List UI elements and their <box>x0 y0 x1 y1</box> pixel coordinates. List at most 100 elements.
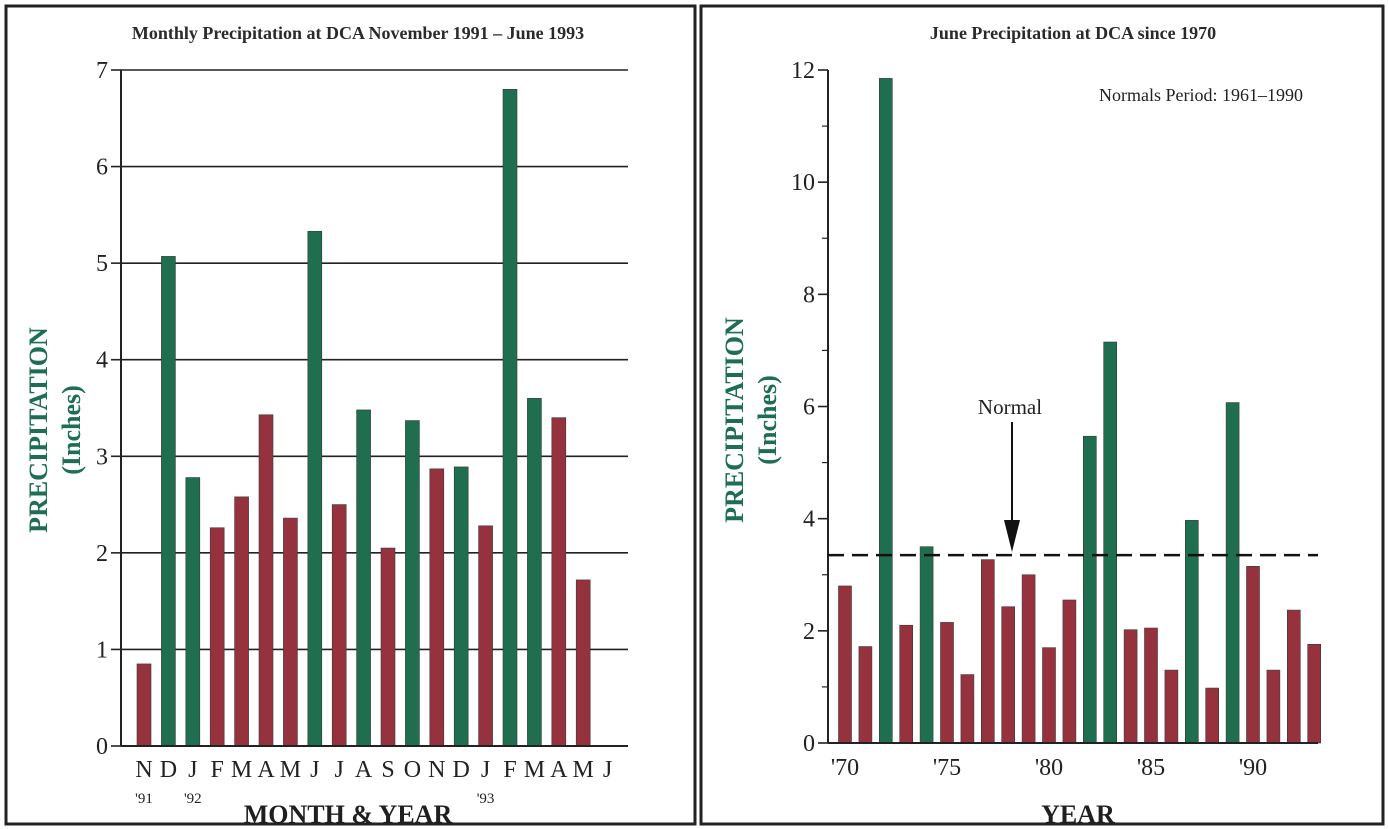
right-y-tick-label: 2 <box>803 619 815 645</box>
left-y-tick-label: 6 <box>96 155 108 181</box>
right-y-axis-label: PRECIPITATION <box>720 317 749 523</box>
right-x-tick-label: '75 <box>933 755 961 781</box>
left-x-tick-label: F <box>503 757 516 783</box>
left-x-tick-label: N <box>428 757 445 783</box>
left-panel-frame <box>4 4 697 826</box>
left-bar <box>405 420 420 747</box>
right-bar <box>1144 627 1158 744</box>
right-y-tick-label: 12 <box>791 58 815 84</box>
left-x-tick-label: J <box>188 757 197 783</box>
left-bar <box>331 504 347 747</box>
left-y-axis-label: PRECIPITATION <box>24 327 53 533</box>
left-bar <box>478 525 493 747</box>
left-year-label: '91 <box>135 791 153 807</box>
normal-arrow-head <box>1004 520 1020 552</box>
right-bar <box>1185 520 1199 744</box>
right-bar <box>960 674 975 744</box>
right-panel-frame <box>699 4 1385 826</box>
left-axes <box>120 70 628 747</box>
left-y-axis-unit: (Inches) <box>57 385 86 475</box>
right-y-tick-label: 4 <box>803 507 815 533</box>
right-bar <box>1164 669 1179 744</box>
left-x-tick-label: F <box>211 757 224 783</box>
left-y-tick-label: 3 <box>96 444 108 470</box>
left-x-tick-label: M <box>280 757 301 783</box>
right-bar <box>878 78 893 744</box>
right-bars <box>838 78 1321 744</box>
left-x-tick-label: A <box>355 757 373 783</box>
left-x-tick-label: O <box>404 757 421 783</box>
right-bar <box>1021 574 1036 744</box>
right-x-tick-label: '85 <box>1137 755 1165 781</box>
left-x-tick-label: A <box>550 757 568 783</box>
left-bar <box>307 230 323 747</box>
left-x-tick-labels: N D J F M A M J J A S O N D J F M A M J'91'92'93 <box>135 757 612 807</box>
left-y-tick-label: 7 <box>96 58 108 84</box>
left-x-tick-label: D <box>453 757 470 783</box>
left-y-tick-label: 2 <box>96 541 108 567</box>
left-bar <box>209 527 225 747</box>
left-bar <box>453 466 469 747</box>
left-bar <box>283 517 298 747</box>
right-y-tick-label: 0 <box>803 731 815 757</box>
left-x-tick-label: A <box>257 757 275 783</box>
left-x-tick-label: J <box>335 757 344 783</box>
left-year-label: '92 <box>184 791 202 807</box>
left-x-tick-label: M <box>231 757 252 783</box>
right-bar <box>1042 647 1056 744</box>
right-chart-title: June Precipitation at DCA since 1970 <box>930 23 1216 43</box>
left-bar <box>551 417 567 747</box>
right-bar <box>1001 606 1016 744</box>
left-x-tick-label: S <box>381 757 394 783</box>
right-bar <box>1225 402 1240 744</box>
left-y-tick-label: 1 <box>96 637 108 663</box>
right-bar <box>919 546 934 744</box>
left-x-tick-label: M <box>524 757 545 783</box>
right-bar <box>858 646 873 744</box>
right-bar <box>1205 687 1219 744</box>
right-bar <box>1266 669 1281 744</box>
right-bar <box>838 585 852 744</box>
left-bar <box>136 663 152 747</box>
left-y-tick-label: 0 <box>96 734 108 760</box>
left-x-tick-label: J <box>603 757 612 783</box>
left-x-axis-label: MONTH & YEAR <box>244 800 453 829</box>
left-bar <box>234 496 249 747</box>
left-y-tick-label: 4 <box>96 348 108 374</box>
left-bar <box>527 398 542 747</box>
right-x-tick-label: '90 <box>1239 755 1267 781</box>
left-bar <box>380 547 396 747</box>
right-bar <box>899 624 914 744</box>
right-y-tick-label: 10 <box>791 170 815 196</box>
right-bar <box>1246 566 1260 744</box>
left-y-tick-label: 5 <box>96 251 108 277</box>
right-y-axis-unit: (Inches) <box>753 375 782 465</box>
left-year-label: '93 <box>477 791 495 807</box>
normal-label: Normal <box>978 395 1042 419</box>
right-bar <box>1123 629 1138 744</box>
left-gridlines <box>111 69 628 747</box>
left-bars <box>136 89 591 747</box>
left-x-tick-label: M <box>573 757 594 783</box>
normals-period-annotation: Normals Period: 1961–1990 <box>1099 85 1303 105</box>
right-bar <box>1307 643 1321 744</box>
left-bar <box>258 414 274 747</box>
right-y-tick-label: 8 <box>803 282 815 308</box>
left-x-tick-label: J <box>310 757 319 783</box>
left-bar <box>429 468 445 747</box>
right-x-tick-label: '80 <box>1035 755 1063 781</box>
right-x-axis-label: YEAR <box>1041 800 1115 829</box>
left-chart: Monthly Precipitation at DCA November 19… <box>24 23 628 829</box>
right-chart: June Precipitation at DCA since 1970 0 2 4… <box>720 23 1321 829</box>
left-x-tick-label: N <box>135 757 152 783</box>
right-bar <box>940 622 954 744</box>
left-bar <box>502 89 518 747</box>
right-y-tick-labels: 0 2 4 6 8 10 12 <box>791 58 815 757</box>
left-x-tick-label: J <box>481 757 490 783</box>
right-bar <box>1083 435 1097 744</box>
right-bar <box>1287 609 1301 744</box>
right-bar <box>980 559 995 744</box>
left-bar <box>575 579 591 747</box>
left-y-tick-labels: 0 1 2 3 4 5 6 7 <box>96 58 108 760</box>
